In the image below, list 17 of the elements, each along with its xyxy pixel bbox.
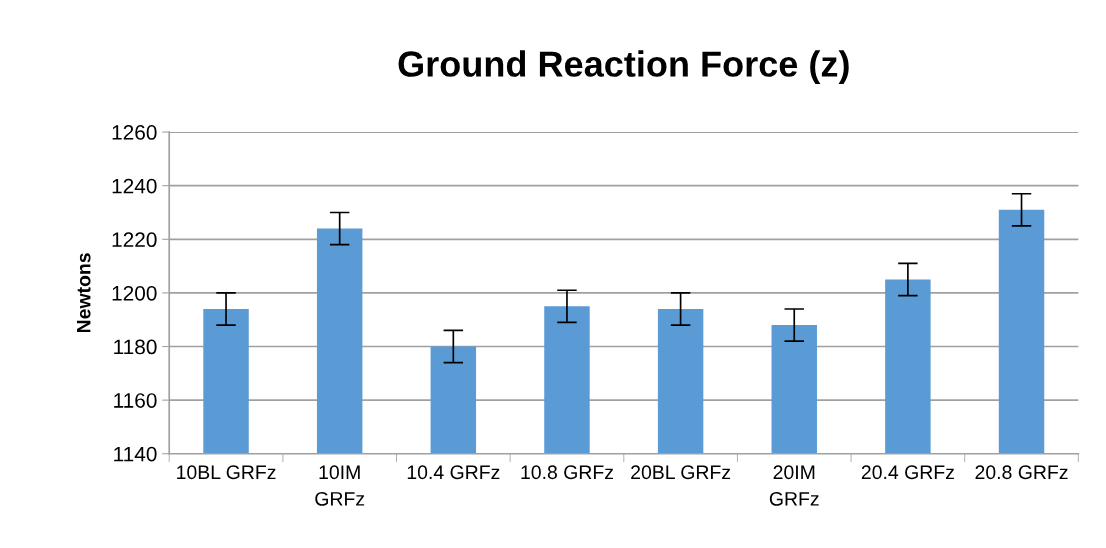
- y-tick-label: 1160: [114, 393, 157, 408]
- y-tick-label: 1220: [112, 232, 157, 248]
- y-tick-label: 1260: [112, 125, 157, 140]
- x-tick-label: 20.8 GRFz: [975, 465, 1068, 480]
- y-tick-label: 1180: [114, 339, 157, 355]
- x-tick-label: 10.4 GRFz: [407, 465, 500, 480]
- y-tick-label: 1240: [112, 178, 157, 194]
- y-tick-label: 1140: [114, 446, 157, 462]
- x-tick-label: 20BL GRFz: [631, 465, 731, 480]
- x-tick-label: 10BL GRFz: [177, 465, 276, 480]
- x-tick-label: 20.4 GRFz: [861, 465, 954, 480]
- y-tick-label: 1200: [112, 285, 157, 301]
- x-tick-label: 20IM GRFz: [769, 465, 819, 506]
- chart-title: Ground Reaction Force (z): [398, 50, 849, 85]
- x-tick-label: 10IM GRFz: [315, 465, 365, 506]
- x-tick-label: 10.8 GRFz: [521, 465, 613, 480]
- y-axis-title: Newtons: [76, 253, 91, 333]
